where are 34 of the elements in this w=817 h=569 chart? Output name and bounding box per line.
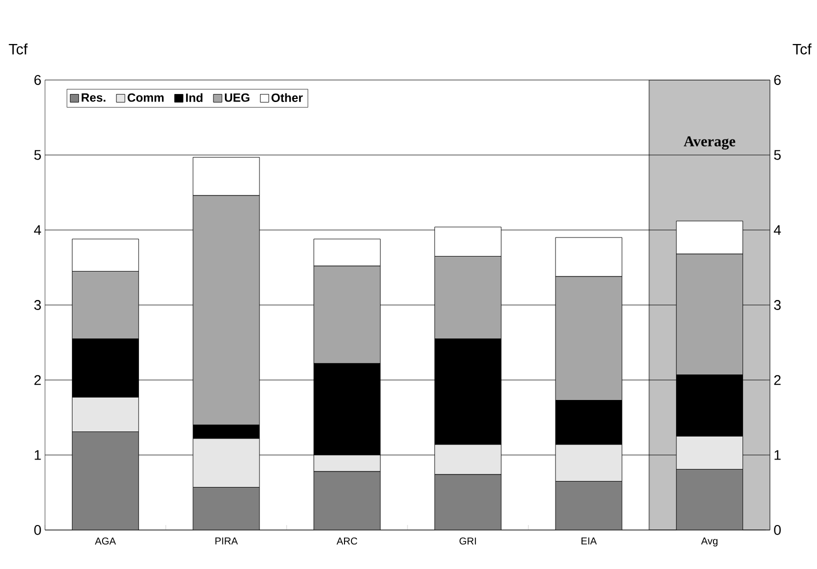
y-tick-label: 2 bbox=[34, 375, 41, 385]
x-tick-label: ARC bbox=[336, 538, 358, 545]
y-tick-label: 4 bbox=[34, 225, 42, 235]
x-tick-label: PIRA bbox=[215, 538, 238, 544]
y2-axis-title: Tcf bbox=[792, 44, 812, 54]
y-tick-label: 0 bbox=[34, 525, 41, 535]
y-tick-label: 6 bbox=[34, 75, 41, 85]
y-tick-label: 5 bbox=[34, 150, 41, 160]
bar bbox=[192, 487, 260, 530]
legend-label: Comm bbox=[128, 93, 164, 102]
y2-tick-label: 6 bbox=[774, 75, 781, 85]
legend-label: Other bbox=[272, 93, 303, 102]
y2-tick-label: 2 bbox=[774, 375, 781, 385]
x-tick-label: AGA bbox=[94, 538, 116, 545]
y2-tick-label: 3 bbox=[774, 300, 781, 310]
bar bbox=[434, 474, 502, 530]
legend-label: Res. bbox=[82, 93, 106, 102]
x-tick-label: Avg bbox=[701, 538, 718, 546]
x-tick-label: EIA bbox=[582, 538, 597, 544]
y-tick-label: 3 bbox=[34, 300, 41, 310]
legend-label: UEG bbox=[224, 93, 250, 102]
y2-tick-label: 1 bbox=[774, 450, 781, 460]
bar bbox=[72, 432, 139, 530]
bar bbox=[555, 481, 622, 530]
legend-label: Ind bbox=[186, 93, 202, 102]
x-tick-label: GRI bbox=[460, 538, 476, 545]
band-label: Average bbox=[684, 136, 736, 150]
y2-tick-label: 0 bbox=[774, 525, 781, 535]
y-tick-label: 1 bbox=[34, 450, 41, 460]
bar bbox=[676, 469, 744, 530]
y2-tick-label: 4 bbox=[774, 225, 781, 235]
y-axis-title: Tcf bbox=[8, 44, 28, 54]
y2-tick-label: 5 bbox=[774, 150, 781, 160]
bar bbox=[314, 471, 381, 530]
